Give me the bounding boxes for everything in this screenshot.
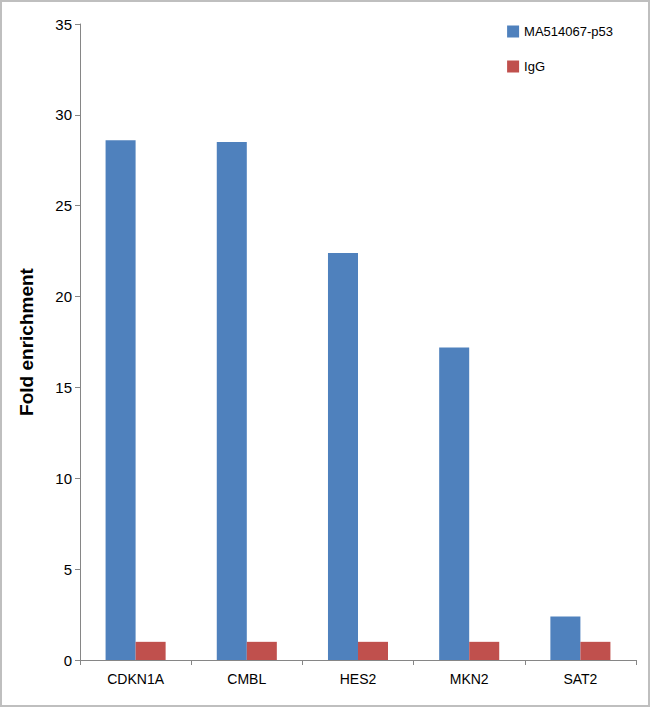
svg-text:MA514067-p53: MA514067-p53 — [524, 24, 613, 39]
svg-text:25: 25 — [55, 197, 72, 214]
svg-text:Fold enrichment: Fold enrichment — [16, 267, 37, 415]
svg-text:35: 35 — [55, 16, 72, 33]
svg-text:IgG: IgG — [524, 59, 545, 74]
svg-text:CDKN1A: CDKN1A — [107, 671, 164, 687]
svg-text:0: 0 — [64, 652, 72, 669]
svg-text:15: 15 — [55, 379, 72, 396]
svg-text:SAT2: SAT2 — [563, 671, 597, 687]
svg-text:MKN2: MKN2 — [450, 671, 489, 687]
svg-text:20: 20 — [55, 288, 72, 305]
svg-text:10: 10 — [55, 470, 72, 487]
svg-text:5: 5 — [64, 561, 72, 578]
svg-text:HES2: HES2 — [340, 671, 377, 687]
svg-text:30: 30 — [55, 106, 72, 123]
svg-text:CMBL: CMBL — [227, 671, 266, 687]
